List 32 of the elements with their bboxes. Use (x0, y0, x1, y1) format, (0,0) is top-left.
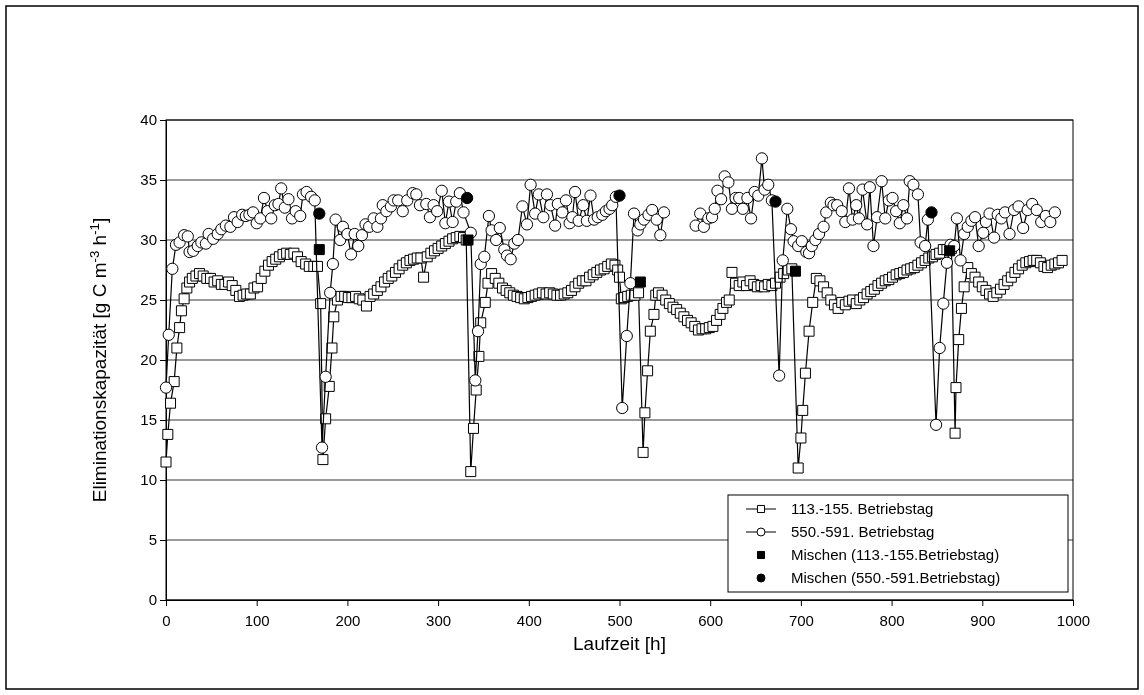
y-tick-label: 5 (148, 531, 157, 549)
x-tick-label: 700 (788, 611, 814, 629)
y-tick-label: 40 (140, 111, 157, 129)
x-tick-label: 500 (607, 611, 633, 629)
legend-label: Mischen (113.-155.Betriebstag) (791, 546, 1000, 563)
point (613, 189, 626, 202)
y-tick-label: 25 (140, 291, 157, 309)
legend-label: 550.-591. Betriebstag (791, 523, 935, 540)
y-tick-label: 15 (140, 411, 157, 429)
x-tick-label: 900 (970, 611, 996, 629)
legend-label: 113.-155. Betriebstag (791, 500, 934, 517)
y-tick-label: 35 (140, 171, 157, 189)
point (925, 206, 938, 219)
point (460, 191, 474, 205)
x-tick-label: 200 (335, 611, 361, 629)
x-tick-label: 800 (879, 611, 905, 629)
point (634, 276, 646, 288)
point (313, 207, 326, 220)
point (769, 195, 782, 208)
x-tick-label: 0 (162, 611, 171, 629)
x-tick-label: 1000 (1056, 611, 1091, 629)
x-tick-label: 400 (516, 611, 542, 629)
y-tick-label: 30 (140, 231, 157, 249)
x-tick-label: 600 (698, 611, 724, 629)
x-axis-title: Laufzeit [h] (573, 633, 666, 654)
x-tick-label: 100 (244, 611, 270, 629)
y-tick-label: 20 (140, 351, 157, 369)
y-tick-label: 10 (140, 471, 157, 489)
point (313, 244, 325, 256)
x-tick-label: 300 (426, 611, 452, 629)
y-tick-label: 0 (148, 591, 157, 609)
legend-label: Mischen (550.-591.Betriebstag) (791, 569, 1001, 586)
